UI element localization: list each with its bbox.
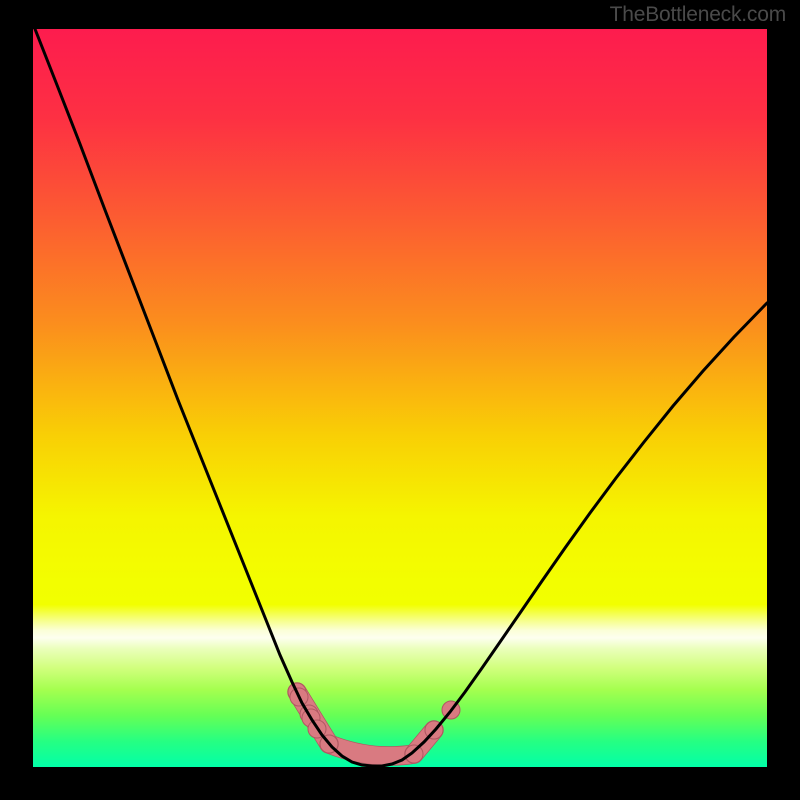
chart-svg-layer xyxy=(33,29,767,767)
curve-right xyxy=(372,303,767,766)
chart-plot-area xyxy=(33,29,767,767)
watermark: TheBottleneck.com xyxy=(610,3,786,27)
curve-left xyxy=(35,29,372,766)
